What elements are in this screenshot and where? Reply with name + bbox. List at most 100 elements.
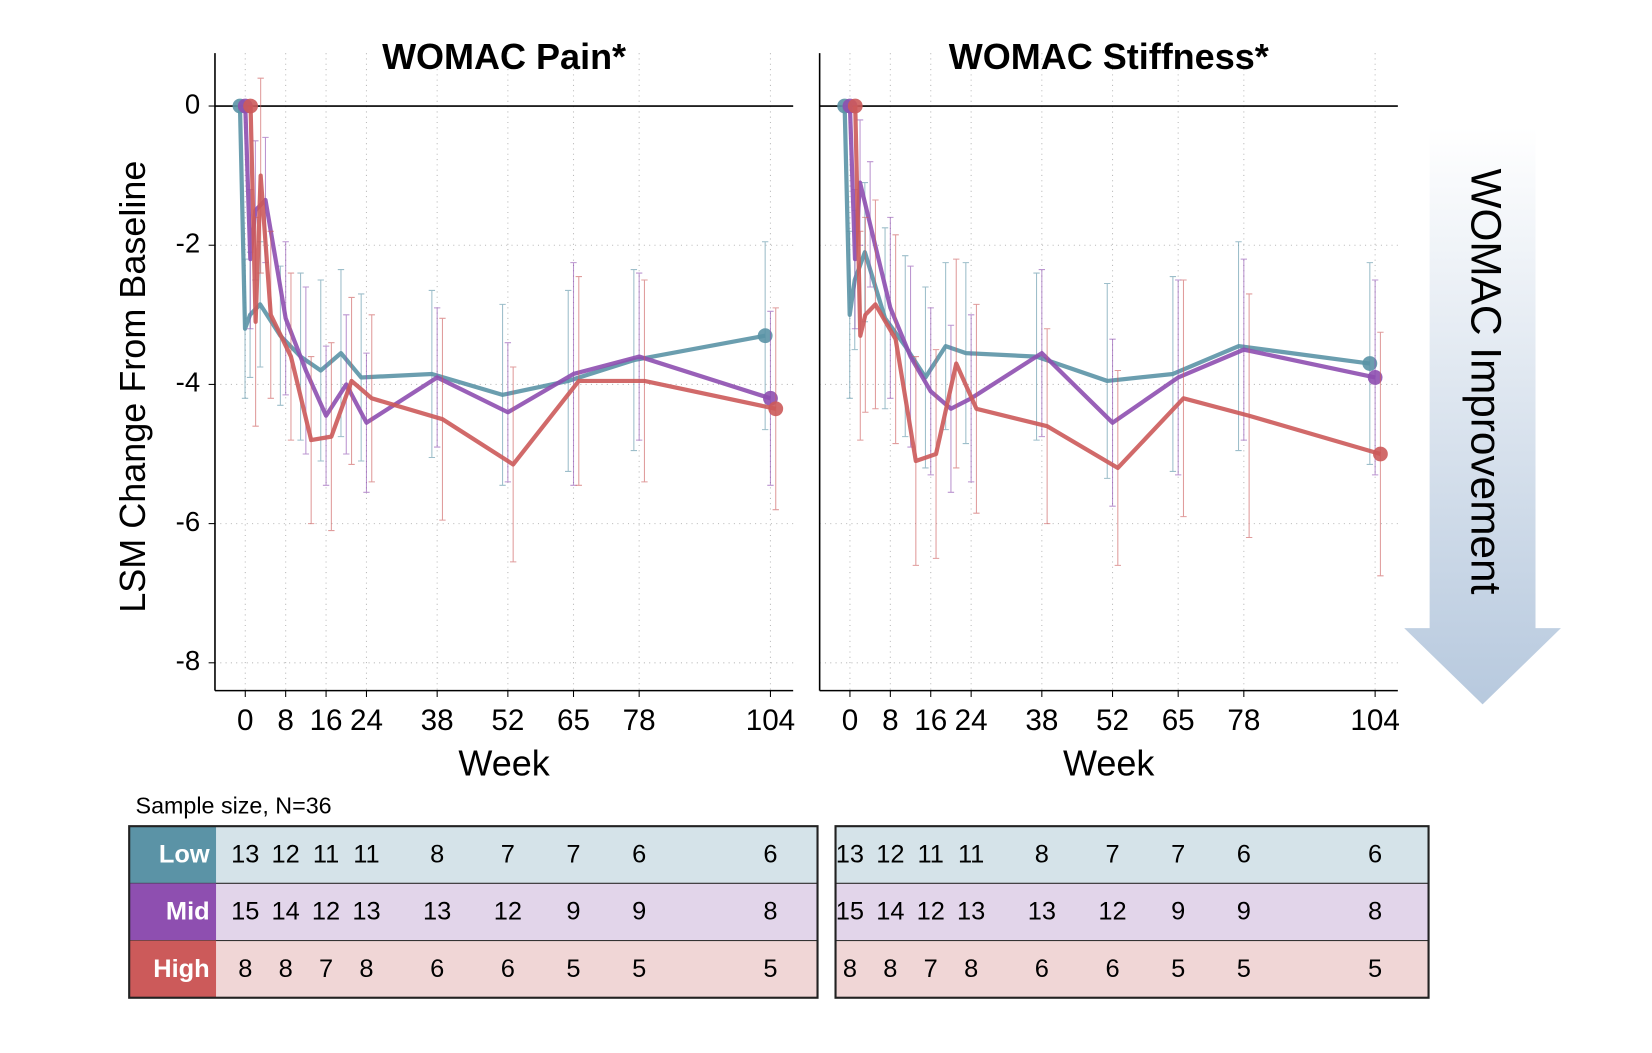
- count: 13: [231, 841, 259, 869]
- count: 9: [632, 898, 646, 926]
- table-row: [835, 825, 1430, 884]
- count: 12: [876, 841, 904, 869]
- table-border: [834, 825, 1430, 999]
- end-marker: [757, 328, 773, 344]
- x-tick-label: 38: [421, 704, 454, 737]
- count: 5: [1368, 955, 1382, 983]
- end-marker: [768, 401, 784, 417]
- x-tick-label: 78: [623, 704, 656, 737]
- series-line: [847, 105, 1376, 425]
- count: 12: [272, 841, 300, 869]
- table-row: [128, 825, 819, 884]
- count: 9: [1171, 898, 1185, 926]
- count: 6: [1035, 955, 1049, 983]
- count: 7: [1105, 841, 1119, 869]
- count: 8: [843, 955, 857, 983]
- count: 7: [501, 841, 515, 869]
- x-tick-label: 65: [557, 704, 590, 737]
- count: 8: [1368, 898, 1382, 926]
- y-tick-label: -4: [176, 367, 200, 398]
- end-marker: [847, 98, 863, 114]
- end-marker: [1362, 356, 1378, 371]
- count: 11: [918, 841, 944, 869]
- count: 13: [836, 841, 864, 869]
- count: 6: [632, 841, 646, 869]
- count: 12: [917, 898, 945, 926]
- count: 6: [1368, 841, 1382, 869]
- count: 15: [231, 898, 259, 926]
- count: 6: [501, 955, 515, 983]
- group-cell: [129, 940, 217, 998]
- x-tick-label: 52: [1096, 704, 1129, 737]
- count: 6: [1105, 955, 1119, 983]
- count: 14: [876, 898, 904, 926]
- count: 11: [958, 841, 984, 869]
- count: 6: [430, 955, 444, 983]
- x-tick-label: 8: [882, 704, 899, 737]
- count: 8: [279, 955, 293, 983]
- count: 13: [352, 898, 380, 926]
- series-line: [243, 105, 772, 425]
- x-tick-label: 65: [1162, 704, 1195, 737]
- y-tick-label: -8: [176, 645, 200, 676]
- count: 5: [566, 955, 580, 983]
- count: 8: [1035, 841, 1049, 869]
- x-tick-label: 0: [237, 704, 254, 737]
- improvement-arrow: [1404, 127, 1561, 705]
- arrow-label: WOMAC Improvement: [1462, 168, 1509, 594]
- count: 12: [1098, 898, 1126, 926]
- count: 5: [632, 955, 646, 983]
- x-tick-label: 52: [491, 704, 524, 737]
- group-cell: [129, 826, 217, 884]
- table-row: [128, 940, 819, 999]
- end-marker: [243, 98, 258, 114]
- x-tick-label: 104: [746, 704, 795, 737]
- count: 8: [964, 955, 978, 983]
- x-tick-label: 16: [310, 704, 343, 737]
- table-row: [835, 940, 1430, 999]
- y-axis-label: LSM Change From Baseline: [112, 161, 153, 613]
- x-tick-label: 104: [1350, 704, 1399, 737]
- x-tick-label: 38: [1025, 704, 1058, 737]
- end-marker: [1367, 370, 1383, 385]
- x-tick-label: 24: [350, 704, 383, 737]
- count: 13: [423, 898, 451, 926]
- count: 12: [494, 898, 522, 926]
- count: 8: [238, 955, 252, 983]
- x-tick-label: 8: [277, 704, 294, 737]
- count: 7: [1171, 841, 1185, 869]
- x-axis-label: Week: [1063, 742, 1155, 783]
- end-marker: [1373, 446, 1388, 462]
- x-tick-label: 78: [1227, 704, 1260, 737]
- group-label: Mid: [166, 898, 210, 926]
- count: 8: [763, 898, 777, 926]
- count: 7: [566, 841, 580, 869]
- count: 13: [1028, 898, 1056, 926]
- sample-size-title: Sample size, N=36: [136, 792, 332, 818]
- count: 11: [353, 841, 379, 869]
- group-cell: [129, 883, 217, 941]
- count: 7: [319, 955, 333, 983]
- group-label: High: [153, 955, 209, 983]
- chart-title: WOMAC Stiffness*: [949, 36, 1269, 77]
- count: 5: [1237, 955, 1251, 983]
- x-axis-label: Week: [458, 742, 550, 783]
- count: 5: [763, 955, 777, 983]
- series-line: [853, 105, 1382, 471]
- x-tick-label: 16: [914, 704, 947, 737]
- count: 12: [312, 898, 340, 926]
- count: 8: [359, 955, 373, 983]
- chart-title: WOMAC Pain*: [382, 36, 626, 77]
- count: 7: [924, 955, 938, 983]
- table-border: [128, 825, 819, 999]
- count: 8: [430, 841, 444, 869]
- count: 13: [957, 898, 985, 926]
- count: 9: [566, 898, 580, 926]
- y-tick-label: -6: [176, 506, 200, 537]
- y-tick-label: 0: [185, 88, 200, 119]
- count: 6: [763, 841, 777, 869]
- x-tick-label: 0: [842, 704, 859, 737]
- table-row: [128, 882, 819, 942]
